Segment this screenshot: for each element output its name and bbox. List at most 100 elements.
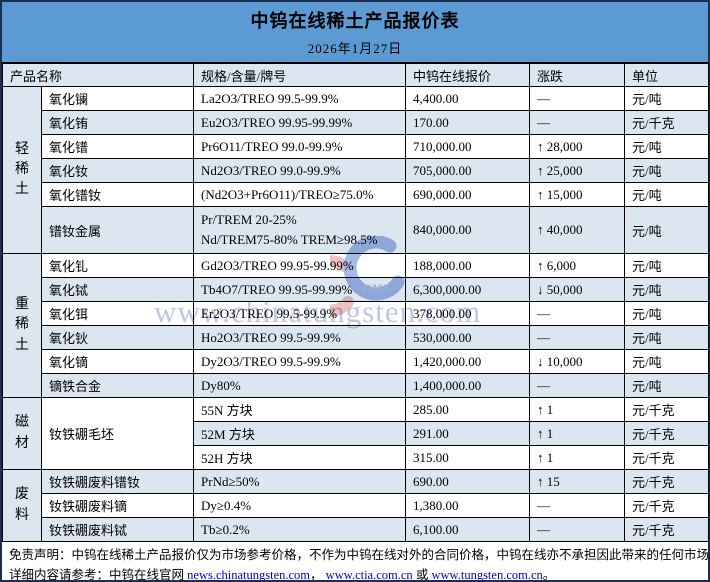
banner: 中钨在线稀土产品报价表 2026年1月27日 xyxy=(2,2,708,63)
link-tungsten[interactable]: www.tungsten.com.cn xyxy=(431,568,543,580)
price-cell: 170.00 xyxy=(405,110,531,135)
change-cell: — xyxy=(529,110,626,135)
spec-line-2: Nd/TREM75-80% TREM≥98.5% xyxy=(201,232,378,247)
product-cell: 氧化钬 xyxy=(40,325,195,350)
spec-cell: Nd2O3/TREO 99.0-99.9% xyxy=(193,158,407,183)
unit-cell: 元/吨 xyxy=(624,206,710,254)
report-date: 2026年1月27日 xyxy=(307,41,403,56)
change-cell: ↑ 40,000 xyxy=(529,206,626,254)
unit-cell: 元/吨 xyxy=(624,373,710,398)
price-cell: 4,400.00 xyxy=(405,86,531,111)
col-header-price: 中钨在线报价 xyxy=(405,63,531,87)
unit-cell: 元/千克 xyxy=(624,397,710,422)
table-row: 钕铁硼废料铽 Tb≥0.2% 6,100.00 — 元/千克 xyxy=(3,517,710,542)
product-cell: 钕铁硼废料镨钕 xyxy=(40,469,195,494)
price-cell: 690,000.00 xyxy=(405,182,531,207)
change-cell: — xyxy=(529,301,626,326)
table-row: 轻稀土 氧化镧 La2O3/TREO 99.5-99.9% 4,400.00 —… xyxy=(2,86,710,254)
unit-cell: 元/吨 xyxy=(624,253,710,278)
table-row: 氧化铕 Eu2O3/TREO 99.95-99.99% 170.00 — 元/千… xyxy=(3,110,710,135)
product-cell: 氧化铽 xyxy=(40,277,195,302)
price-cell: 315.00 xyxy=(405,445,531,470)
col-header-product: 产品名称 xyxy=(1,63,195,87)
spec-line-1: Pr/TREM 20-25% xyxy=(201,211,297,227)
spec-cell: Pr/TREM 20-25% Nd/TREM75-80% TREM≥98.5% xyxy=(193,206,407,254)
change-cell: ↑ 28,000 xyxy=(529,134,626,159)
product-cell: 钕铁硼毛坯 xyxy=(40,397,195,470)
product-cell: 钕铁硼废料铽 xyxy=(40,517,195,542)
product-cell: 钕铁硼废料镝 xyxy=(40,493,195,518)
product-cell: 氧化镧 xyxy=(40,86,195,111)
unit-cell: 元/千克 xyxy=(624,517,710,542)
category-cell-magnet-material: 磁材 xyxy=(2,397,42,470)
col-header-unit: 单位 xyxy=(624,63,710,87)
product-cell: 氧化铕 xyxy=(40,110,195,135)
change-cell: ↑ 15 xyxy=(529,469,626,494)
spec-cell: Eu2O3/TREO 99.95-99.99% xyxy=(193,110,407,135)
table-row: 废料 钕铁硼废料镨钕 PrNd≥50% 690.00 ↑ 15 元/千克 xyxy=(2,469,710,542)
product-cell: 氧化钕 xyxy=(40,158,195,183)
price-cell: 188,000.00 xyxy=(405,253,531,278)
disclaimer: 免责声明：中钨在线稀土产品报价仅为市场参考价格，不作为中钨在线对外的合同价格，中… xyxy=(2,542,708,580)
price-cell: 530,000.00 xyxy=(405,325,531,350)
spec-cell: Pr6O11/TREO 99.0-99.9% xyxy=(193,134,407,159)
link-news-chinatungsten[interactable]: news.chinatungsten.com xyxy=(187,568,311,580)
product-cell: 氧化钆 xyxy=(40,253,195,278)
table-row: 52H 方块 315.00 ↑ 1 元/千克 xyxy=(3,445,710,470)
product-cell: 镨钕金属 xyxy=(40,206,195,254)
change-cell: ↑ 25,000 xyxy=(529,158,626,183)
table-row: 氧化钕 Nd2O3/TREO 99.0-99.9% 705,000.00 ↑ 2… xyxy=(3,158,710,183)
price-cell: 1,380.00 xyxy=(405,493,531,518)
unit-cell: 元/千克 xyxy=(624,110,710,135)
price-cell: 710,000.00 xyxy=(405,134,531,159)
table-row: 氧化镨 Pr6O11/TREO 99.0-99.9% 710,000.00 ↑ … xyxy=(3,134,710,159)
spec-cell: 55N 方块 xyxy=(193,397,407,422)
unit-cell: 元/吨 xyxy=(624,86,710,111)
disclaimer-line-1: 免责声明：中钨在线稀土产品报价仅为市场参考价格，不作为中钨在线对外的合同价格，中… xyxy=(9,548,708,562)
table-row: 重稀土 氧化钆 Gd2O3/TREO 99.95-99.99% 188,000.… xyxy=(2,253,710,398)
category-cell-heavy-rare-earth: 重稀土 xyxy=(2,253,42,398)
product-cell: 镝铁合金 xyxy=(40,373,195,398)
link-ctia[interactable]: www.ctia.com.cn xyxy=(325,568,413,580)
table-row: 氧化铒 Er2O3/TREO 99.5-99.9% 378,000.00 — 元… xyxy=(3,301,710,326)
change-cell: ↑ 1 xyxy=(529,421,626,446)
unit-cell: 元/吨 xyxy=(624,182,710,207)
unit-cell: 元/千克 xyxy=(624,421,710,446)
product-cell: 氧化镨钕 xyxy=(40,182,195,207)
table-header-row: 产品名称 规格/含量/牌号 中钨在线报价 涨跌 单位 xyxy=(1,63,710,87)
table-row: 钕铁硼废料镝 Dy≥0.4% 1,380.00 — 元/千克 xyxy=(3,493,710,518)
spec-cell: Tb4O7/TREO 99.95-99.99% xyxy=(193,277,407,302)
change-cell: ↑ 6,000 xyxy=(529,253,626,278)
table-row: 氧化铽 Tb4O7/TREO 99.95-99.99% 6,300,000.00… xyxy=(3,277,710,302)
col-header-spec: 规格/含量/牌号 xyxy=(193,63,407,87)
price-cell: 6,100.00 xyxy=(405,517,531,542)
page-title: 中钨在线稀土产品报价表 xyxy=(250,11,460,31)
price-cell: 291.00 xyxy=(405,421,531,446)
category-cell-scrap: 废料 xyxy=(2,469,42,542)
unit-cell: 元/吨 xyxy=(624,158,710,183)
spec-cell: (Nd2O3+Pr6O11)/TREO≥75.0% xyxy=(193,182,407,207)
unit-cell: 元/千克 xyxy=(624,469,710,494)
spec-cell: 52H 方块 xyxy=(193,445,407,470)
product-cell: 氧化铒 xyxy=(40,301,195,326)
change-cell: ↓ 50,000 xyxy=(529,277,626,302)
table-row: 镨钕金属 Pr/TREM 20-25% Nd/TREM75-80% TREM≥9… xyxy=(3,206,710,254)
price-cell: 1,400,000.00 xyxy=(405,373,531,398)
table-row: 氧化钬 Ho2O3/TREO 99.5-99.9% 530,000.00 — 元… xyxy=(3,325,710,350)
unit-cell: 元/吨 xyxy=(624,301,710,326)
price-cell: 1,420,000.00 xyxy=(405,349,531,374)
spec-cell: Gd2O3/TREO 99.95-99.99% xyxy=(193,253,407,278)
spec-cell: 52M 方块 xyxy=(193,421,407,446)
price-cell: 378,000.00 xyxy=(405,301,531,326)
price-table: 产品名称 规格/含量/牌号 中钨在线报价 涨跌 单位 轻稀土 氧化镧 La2O3… xyxy=(1,63,710,542)
table-row: 氧化镝 Dy2O3/TREO 99.5-99.9% 1,420,000.00 ↓… xyxy=(3,349,710,374)
table-row: 磁材 钕铁硼毛坯 55N 方块 285.00 ↑ 1 元/千克 xyxy=(2,397,710,470)
unit-cell: 元/千克 xyxy=(624,445,710,470)
spec-cell: Dy2O3/TREO 99.5-99.9% xyxy=(193,349,407,374)
table-row: 氧化镨钕 (Nd2O3+Pr6O11)/TREO≥75.0% 690,000.0… xyxy=(3,182,710,207)
spec-cell: Dy80% xyxy=(193,373,407,398)
table-row: 镝铁合金 Dy80% 1,400,000.00 — 元/吨 xyxy=(3,373,710,398)
price-cell: 705,000.00 xyxy=(405,158,531,183)
change-cell: ↑ 15,000 xyxy=(529,182,626,207)
